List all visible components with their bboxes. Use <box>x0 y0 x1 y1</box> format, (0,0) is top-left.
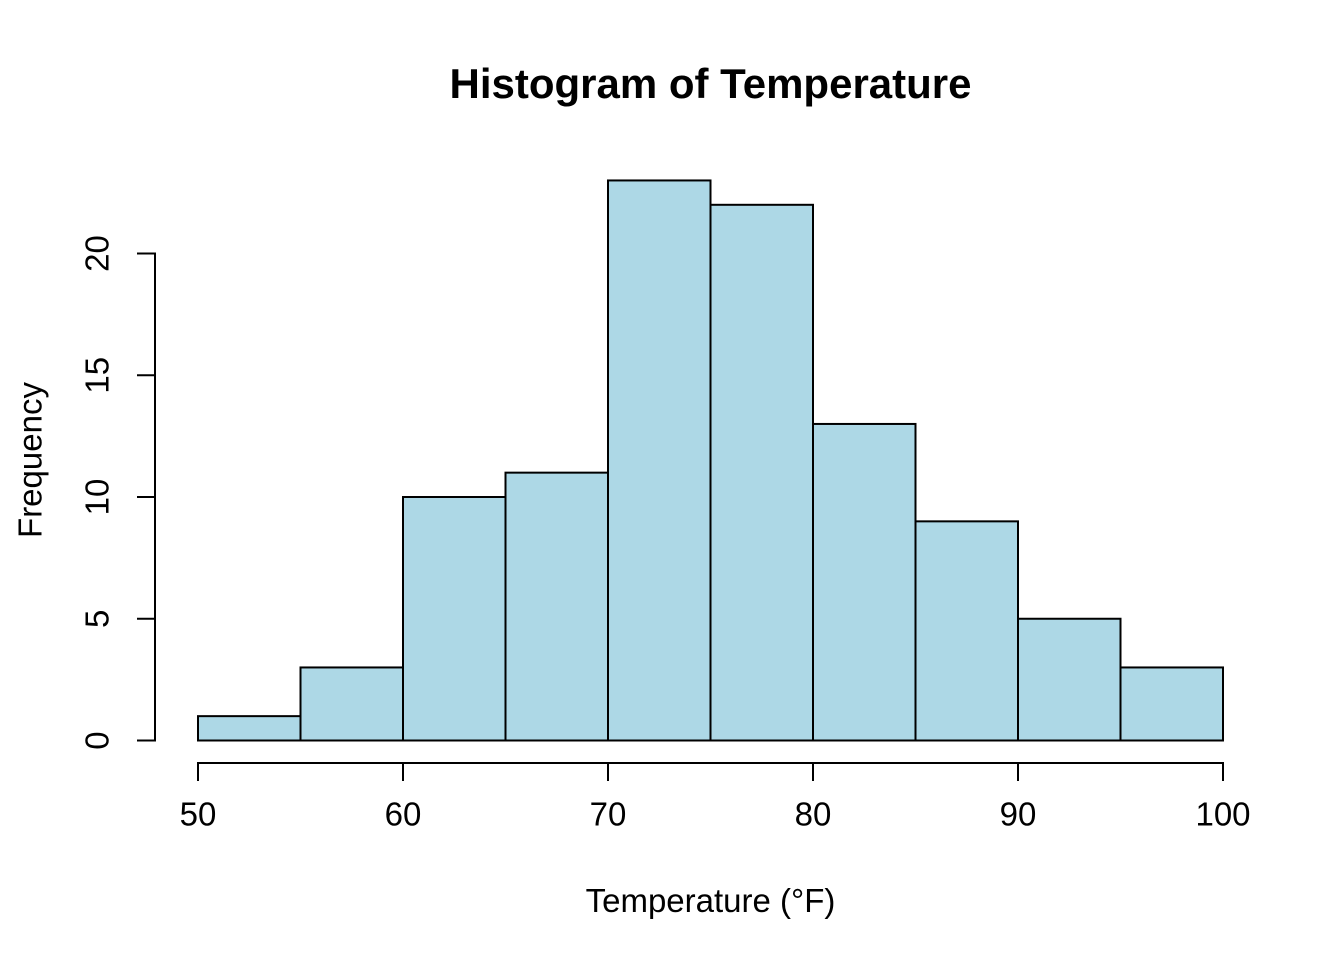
histogram-bar <box>914 520 1019 742</box>
histogram-bar <box>812 422 917 742</box>
histogram-bar <box>1119 666 1224 742</box>
y-tick-label: 10 <box>79 479 116 516</box>
y-tick-label: 15 <box>79 357 116 394</box>
y-tick-label: 0 <box>79 731 116 749</box>
x-axis-label: Temperature (°F) <box>585 882 836 919</box>
y-tick-label: 5 <box>79 610 116 628</box>
x-tick-label: 90 <box>1000 796 1037 833</box>
x-tick-label: 80 <box>795 796 832 833</box>
x-tick-label: 60 <box>385 796 422 833</box>
histogram-bar <box>709 203 814 742</box>
histogram-bar <box>299 666 404 742</box>
histogram-bar <box>402 496 507 742</box>
y-tick-label: 20 <box>79 235 116 272</box>
chart-title: Histogram of Temperature <box>449 60 972 107</box>
histogram-bar <box>1017 617 1122 742</box>
x-tick-label: 100 <box>1195 796 1250 833</box>
histogram-bar <box>504 471 609 742</box>
x-tick-label: 50 <box>180 796 217 833</box>
histogram-bar <box>197 715 302 742</box>
x-tick-label: 70 <box>590 796 627 833</box>
histogram-bar <box>607 179 712 742</box>
